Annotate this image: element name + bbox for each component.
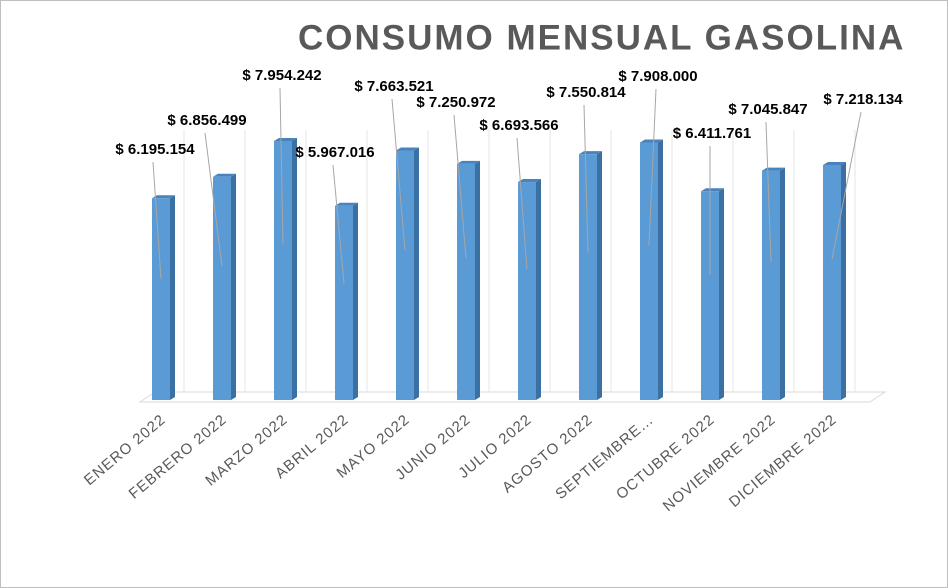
bar-top	[396, 147, 419, 151]
bar	[823, 161, 846, 400]
bar-top	[823, 161, 846, 165]
value-label: $ 7.250.972	[416, 94, 495, 111]
bar	[274, 138, 297, 400]
bar-side	[780, 167, 785, 400]
bar-side	[475, 160, 480, 400]
bar	[640, 139, 663, 401]
leader-line	[831, 111, 862, 260]
bar	[518, 179, 541, 400]
bar-front	[152, 198, 170, 400]
bar-front	[213, 176, 231, 400]
value-label: $ 6.856.499	[167, 112, 246, 129]
leader-line	[279, 87, 284, 245]
value-label: $ 6.411.761	[673, 125, 751, 142]
leader-line	[648, 88, 657, 246]
bar-side	[170, 195, 175, 400]
bar-front	[579, 154, 597, 400]
bar-front	[396, 150, 414, 400]
bar	[457, 160, 480, 400]
bar-front	[823, 164, 841, 400]
bar	[213, 173, 236, 400]
bar-front	[274, 141, 292, 400]
floor	[138, 391, 887, 403]
value-label: $ 7.218.134	[823, 91, 903, 108]
chart-title: CONSUMO MENSUAL GASOLINA	[298, 18, 905, 57]
value-label: $ 6.693.566	[479, 117, 558, 134]
bar-front	[335, 205, 353, 400]
bar-top	[213, 173, 236, 177]
bar-side	[841, 161, 846, 400]
leader-line	[583, 104, 589, 253]
leader-line	[516, 137, 528, 270]
value-label: $ 7.908.000	[618, 68, 697, 85]
bar-side	[536, 179, 541, 400]
bar-side	[658, 139, 663, 401]
leader-line	[453, 114, 467, 259]
value-label: $ 7.663.521	[354, 78, 433, 95]
value-label: $ 6.195.154	[115, 141, 195, 158]
bar-side	[597, 151, 602, 400]
value-label: $ 7.045.847	[728, 101, 807, 118]
bar	[152, 195, 175, 400]
value-label: $ 7.550.814	[546, 84, 626, 101]
leader-line	[152, 161, 162, 280]
bar-side	[292, 138, 297, 400]
bar	[396, 147, 419, 400]
bar-top	[335, 202, 358, 206]
bar	[335, 202, 358, 400]
bar-top	[701, 188, 724, 192]
bar	[762, 167, 785, 400]
bar-side	[353, 202, 358, 400]
leader-line	[391, 98, 406, 251]
bar	[579, 151, 602, 400]
bar-top	[274, 138, 297, 141]
bar-side	[231, 173, 236, 400]
value-label: $ 5.967.016	[295, 144, 374, 161]
bar-top	[457, 160, 480, 164]
bar-front	[640, 142, 658, 401]
bar-top	[640, 139, 663, 143]
bar-front	[762, 170, 780, 400]
bar-side	[719, 188, 724, 400]
value-label: $ 7.954.242	[242, 67, 321, 84]
bar	[701, 188, 724, 400]
bar-front	[701, 191, 719, 400]
bar-top	[579, 151, 602, 155]
leader-line	[332, 164, 345, 284]
bar-front	[518, 182, 536, 400]
bar-top	[518, 179, 541, 183]
bar-front	[457, 163, 475, 400]
leader-line	[204, 132, 223, 267]
bar-top	[152, 195, 175, 199]
leader-line	[765, 121, 772, 263]
bar-side	[414, 147, 419, 400]
